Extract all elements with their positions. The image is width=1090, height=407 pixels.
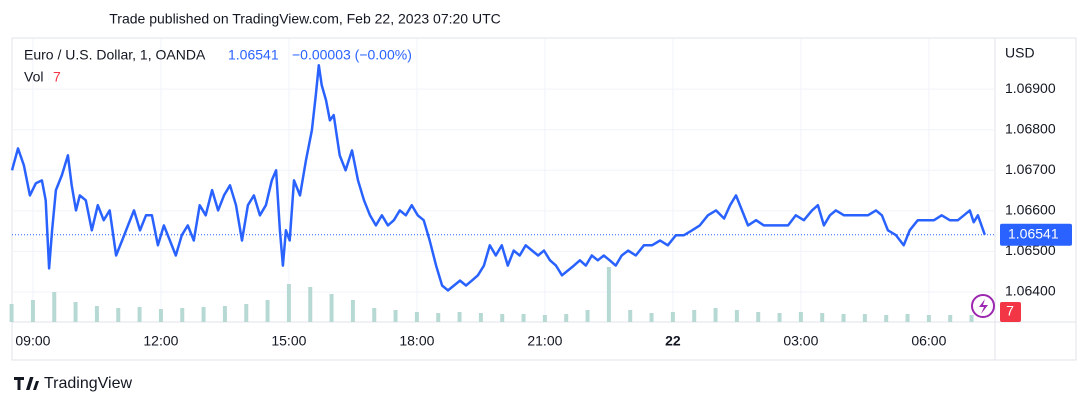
symbol-name: Euro / U.S. Dollar, 1, OANDA — [24, 47, 206, 63]
volume-bar — [798, 312, 803, 322]
volume-bar — [905, 314, 910, 322]
x-tick-label: 15:00 — [271, 333, 306, 349]
x-tick-label: 12:00 — [143, 333, 178, 349]
volume-bar — [436, 313, 441, 322]
price-change: −0.00003 (−0.00%) — [292, 47, 412, 63]
volume-bar — [542, 315, 547, 322]
last-price: 1.06541 — [228, 47, 279, 63]
volume-bar — [158, 309, 163, 322]
volume-bar — [777, 313, 782, 322]
volume-bar — [734, 310, 739, 322]
currency: USD — [1005, 45, 1035, 61]
volume-bar — [670, 312, 675, 322]
volume-bar — [73, 302, 78, 322]
volume-bar — [94, 306, 99, 322]
vol-badge — [1000, 302, 1021, 322]
last-price-badge — [1000, 223, 1072, 246]
volume-bar — [137, 307, 142, 322]
y-tick-label: 1.06700 — [1005, 161, 1056, 177]
volume-bar — [350, 300, 355, 322]
logo: TradingView — [14, 375, 132, 392]
brand: TradingView — [44, 375, 132, 392]
x-tick-label: 06:00 — [911, 333, 946, 349]
volume-bar — [478, 313, 483, 322]
volume-bar — [500, 314, 505, 322]
volume-bar — [372, 308, 377, 322]
volume-bar — [820, 313, 825, 322]
grid — [12, 38, 995, 322]
y-tick-label: 1.06600 — [1005, 202, 1056, 218]
volume-bar — [948, 315, 953, 322]
volume-bar — [841, 314, 846, 322]
volume-bar — [180, 308, 185, 322]
volume-bar — [9, 304, 14, 322]
price-pane — [10, 63, 995, 292]
volume-bar — [244, 304, 249, 322]
x-tick-label: 03:00 — [783, 333, 818, 349]
volume-bar — [52, 292, 57, 322]
volume-bar — [862, 314, 867, 322]
volume-bar — [414, 312, 419, 322]
volume-bar — [649, 313, 654, 322]
x-tick-label: 22 — [665, 333, 681, 349]
volume-bar — [884, 315, 889, 322]
volume-bar — [329, 294, 334, 322]
volume-bar — [606, 267, 611, 322]
y-tick-label: 1.06500 — [1005, 242, 1056, 258]
volume-bar — [265, 300, 270, 322]
volume-bar — [201, 307, 206, 322]
volume-bar — [116, 308, 121, 322]
y-tick-label: 1.06900 — [1005, 80, 1056, 96]
volume-bar — [969, 315, 974, 322]
vol-label: Vol — [24, 69, 43, 85]
volume-bar — [585, 310, 590, 322]
x-tick-label: 18:00 — [399, 333, 434, 349]
volume-bar — [286, 284, 291, 322]
volume-bar — [308, 287, 313, 322]
volume-bar — [628, 310, 633, 322]
volume-pane — [9, 267, 974, 322]
volume-bar — [713, 308, 718, 322]
price-line — [10, 63, 986, 292]
y-tick-label: 1.06400 — [1005, 283, 1056, 299]
vol-badge-value: 7 — [1006, 303, 1014, 319]
chart-frame — [11, 37, 1077, 361]
alert-bolt — [979, 299, 988, 314]
volume-bar — [756, 312, 761, 322]
volume-bar — [926, 315, 931, 322]
y-tick-label: 1.06800 — [1005, 120, 1056, 136]
volume-bar — [222, 306, 227, 322]
last-price-badge-value: 1.06541 — [1008, 225, 1059, 241]
volume-bar — [393, 310, 398, 322]
volume-bar — [521, 314, 526, 322]
published-note: Trade published on TradingView.com, Feb … — [109, 11, 500, 27]
volume-bar — [692, 310, 697, 322]
x-tick-label: 09:00 — [15, 333, 50, 349]
volume-bar — [564, 314, 569, 322]
volume-bar — [457, 312, 462, 322]
volume-bar — [30, 300, 35, 322]
vol-value: 7 — [53, 69, 61, 85]
x-tick-label: 21:00 — [527, 333, 562, 349]
